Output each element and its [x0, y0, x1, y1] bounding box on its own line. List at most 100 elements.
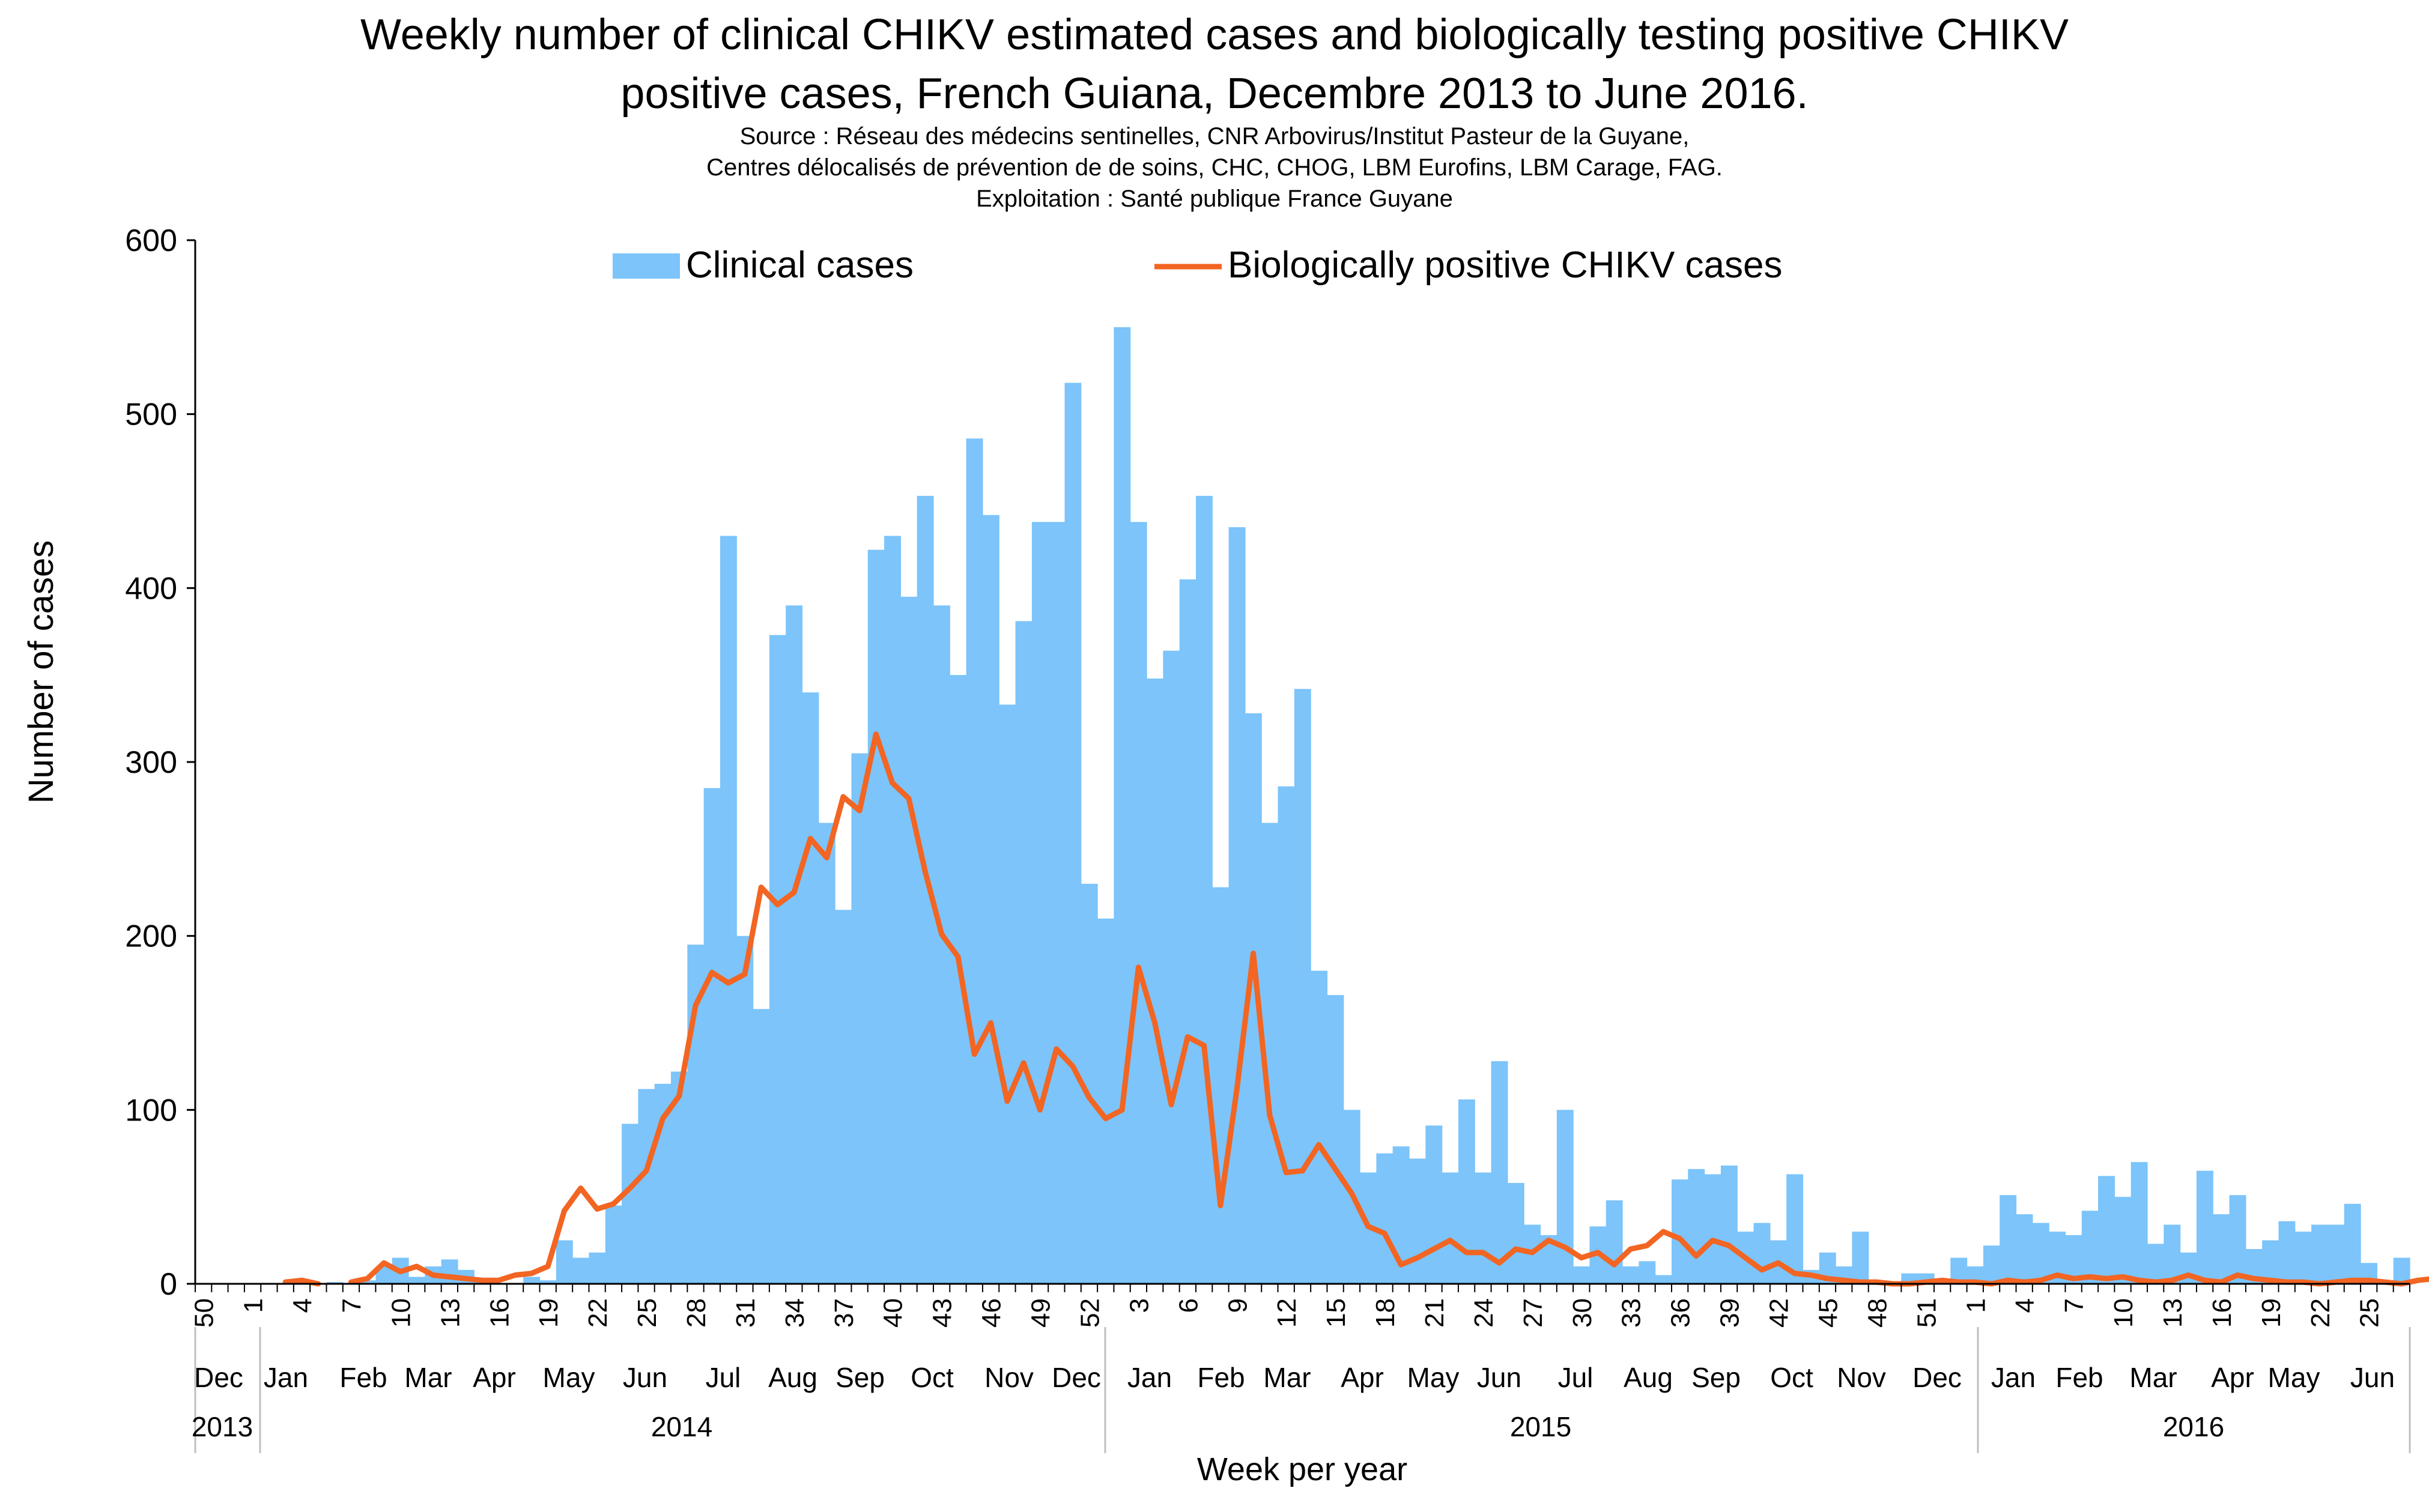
x-month-label: Jan — [264, 1362, 308, 1393]
bar-clinical — [1655, 1275, 1672, 1284]
bar-clinical — [589, 1253, 605, 1284]
bar-clinical — [1212, 888, 1229, 1284]
bar-clinical — [983, 515, 999, 1284]
bar-clinical — [1048, 522, 1065, 1284]
bar-clinical — [2131, 1162, 2148, 1284]
x-month-label: Dec — [1912, 1362, 1962, 1393]
bar-clinical — [1327, 995, 1344, 1284]
bar-clinical — [1573, 1266, 1590, 1284]
x-tick-label: 10 — [2109, 1298, 2138, 1328]
bar-clinical — [2082, 1211, 2099, 1284]
bar-clinical — [736, 936, 753, 1284]
bar-clinical — [1491, 1061, 1508, 1284]
bar-clinical — [819, 823, 835, 1284]
x-month-label: Sep — [1691, 1362, 1741, 1393]
x-tick-label: 36 — [1666, 1298, 1696, 1328]
bar-clinical — [2295, 1232, 2312, 1284]
chart-title-line1: Weekly number of clinical CHIKV estimate… — [360, 11, 2069, 59]
x-tick-label: 31 — [731, 1298, 760, 1328]
x-tick-label: 16 — [485, 1298, 514, 1328]
chart-title-line2: positive cases, French Guiana, Decembre … — [620, 70, 1808, 118]
x-year-label: 2016 — [2163, 1411, 2224, 1442]
bar-clinical — [900, 597, 917, 1284]
x-month-label: Jul — [1558, 1362, 1594, 1393]
x-tick-label: 13 — [2158, 1298, 2188, 1328]
x-tick-label: 3 — [1124, 1298, 1154, 1313]
x-month-label: Apr — [473, 1362, 516, 1393]
x-month-label: Mar — [404, 1362, 452, 1393]
x-year-label: 2014 — [651, 1411, 712, 1442]
bar-clinical — [1278, 787, 1295, 1284]
bar-clinical — [2344, 1204, 2361, 1284]
bar-clinical — [2311, 1225, 2328, 1284]
x-tick-label: 46 — [977, 1298, 1007, 1328]
bar-clinical — [1376, 1154, 1393, 1284]
bar-clinical — [884, 536, 901, 1284]
x-tick-label: 30 — [1568, 1298, 1597, 1328]
x-tick-label: 25 — [2355, 1298, 2385, 1328]
bar-clinical — [1229, 527, 1246, 1284]
x-tick-label: 6 — [1174, 1298, 1203, 1313]
y-tick-label: 400 — [125, 571, 177, 606]
x-month-label: Mar — [2129, 1362, 2177, 1393]
bar-clinical — [1097, 919, 1114, 1284]
legend-swatch-clinical — [613, 253, 680, 279]
x-month-label: Feb — [2055, 1362, 2103, 1393]
x-tick-label: 48 — [1863, 1298, 1892, 1328]
bar-clinical — [1557, 1110, 1574, 1284]
x-tick-label: 37 — [829, 1298, 859, 1328]
x-tick-label: 24 — [1469, 1298, 1499, 1328]
bar-clinical — [720, 536, 737, 1284]
bar-clinical — [1672, 1179, 1688, 1284]
x-tick-label: 13 — [435, 1298, 465, 1328]
bar-clinical — [2279, 1221, 2296, 1284]
x-tick-label: 39 — [1715, 1298, 1745, 1328]
x-month-label: Apr — [1341, 1362, 1384, 1393]
x-tick-label: 51 — [1912, 1298, 1941, 1328]
bar-clinical — [1606, 1200, 1623, 1284]
x-tick-label: 40 — [879, 1298, 908, 1328]
x-month-label: Dec — [1052, 1362, 1101, 1393]
bar-clinical — [605, 1206, 622, 1284]
bar-clinical — [622, 1124, 638, 1284]
x-tick-label: 28 — [682, 1298, 711, 1328]
y-tick-label: 0 — [160, 1267, 177, 1302]
x-tick-label: 16 — [2207, 1298, 2237, 1328]
bar-clinical — [1458, 1099, 1475, 1284]
x-month-label: Dec — [194, 1362, 243, 1393]
bar-clinical — [835, 910, 852, 1284]
bar-clinical — [2164, 1225, 2180, 1284]
chart-source-line2: Centres délocalisés de prévention de de … — [706, 154, 1723, 181]
x-tick-label: 1 — [239, 1298, 268, 1313]
bar-clinical — [704, 788, 721, 1284]
x-tick-label: 43 — [928, 1298, 957, 1328]
bar-clinical — [1721, 1166, 1738, 1284]
bar-clinical — [2230, 1195, 2246, 1284]
legend-label-clinical: Clinical cases — [686, 244, 914, 286]
bar-clinical — [408, 1277, 425, 1284]
bar-clinical — [1409, 1158, 1426, 1284]
bar-clinical — [1508, 1183, 1524, 1284]
bar-clinical — [1147, 679, 1163, 1284]
bar-clinical — [1639, 1261, 1655, 1284]
bar-clinical — [769, 635, 786, 1284]
bar-clinical — [1180, 579, 1196, 1284]
x-tick-label: 4 — [2010, 1298, 2040, 1313]
x-year-label: 2015 — [1510, 1411, 1571, 1442]
bar-clinical — [868, 550, 885, 1284]
bar-clinical — [638, 1089, 655, 1284]
x-tick-label: 9 — [1223, 1298, 1252, 1313]
bar-clinical — [2016, 1214, 2033, 1284]
bar-clinical — [1064, 383, 1081, 1284]
y-tick-label: 100 — [125, 1093, 177, 1128]
x-month-label: Apr — [2211, 1362, 2254, 1393]
x-tick-label: 22 — [2306, 1298, 2335, 1328]
x-month-label: Aug — [768, 1362, 817, 1393]
x-month-label: May — [1407, 1362, 1460, 1393]
x-month-label: May — [543, 1362, 595, 1393]
x-month-label: Jul — [706, 1362, 741, 1393]
y-tick-label: 200 — [125, 919, 177, 954]
x-month-label: Nov — [984, 1362, 1034, 1393]
x-month-label: Oct — [911, 1362, 954, 1393]
